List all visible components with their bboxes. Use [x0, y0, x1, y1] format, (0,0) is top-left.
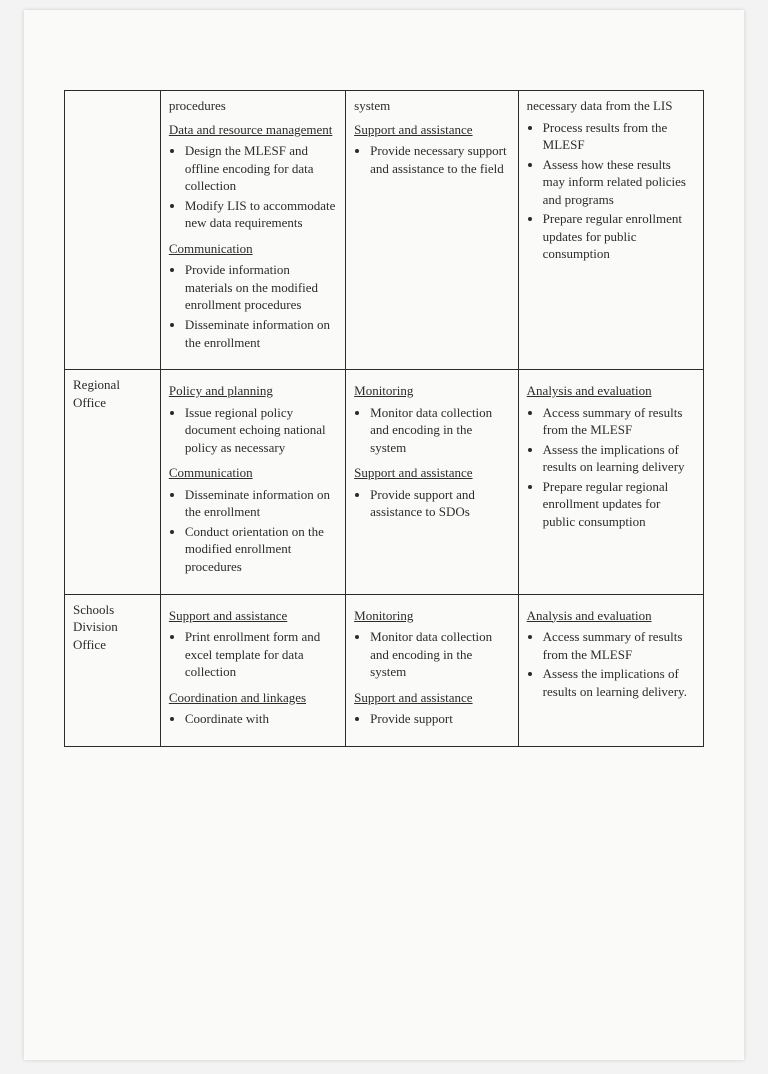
list-item: Access summary of results from the MLESF — [543, 628, 695, 663]
list-item: Conduct orientation on the modified enro… — [185, 523, 337, 576]
list-item: Print enrollment form and excel template… — [185, 628, 337, 681]
office-cell: Regional Office — [65, 370, 161, 594]
cell-col3: Analysis and evaluation Access summary of… — [518, 370, 703, 594]
r0-col1-list: Design the MLESF and offline encoding fo… — [169, 142, 337, 232]
cell-col3: necessary data from the LIS Process resul… — [518, 91, 703, 370]
table-row: procedures Data and resource management De… — [65, 91, 704, 370]
office-name: Regional Office — [73, 377, 120, 410]
r0-col3-lead-list: Process results from the MLESFAssess how… — [527, 119, 695, 263]
list-item: Provide information materials on the mod… — [185, 261, 337, 314]
list-item: Design the MLESF and offline encoding fo… — [185, 142, 337, 195]
r2-col3-heading: Analysis and evaluation — [527, 607, 695, 625]
office-cell — [65, 91, 161, 370]
r0-col3-lead: necessary data from the LIS — [527, 97, 695, 115]
list-item: Coordinate with — [185, 710, 337, 728]
r2-col2-list: Monitor data collection and encoding in … — [354, 628, 510, 681]
list-item: Issue regional policy document echoing n… — [185, 404, 337, 457]
office-name: Schools Division Office — [73, 602, 118, 652]
list-item: Modify LIS to accommodate new data requi… — [185, 197, 337, 232]
r0-col1-list: Provide information materials on the mod… — [169, 261, 337, 351]
cell-col1: Policy and planning Issue regional policy… — [160, 370, 345, 594]
r2-col2-list: Provide support — [354, 710, 510, 728]
list-item: Provide necessary support and assistance… — [370, 142, 510, 177]
cell-col2: Monitoring Monitor data collection and en… — [346, 594, 519, 746]
list-item: Process results from the MLESF — [543, 119, 695, 154]
r1-col1-list: Issue regional policy document echoing n… — [169, 404, 337, 457]
cell-col1: Support and assistance Print enrollment f… — [160, 594, 345, 746]
table-row: Regional Office Policy and planning Issue … — [65, 370, 704, 594]
r1-col1-heading: Communication — [169, 464, 337, 482]
list-item: Assess the implications of results on le… — [543, 665, 695, 700]
r1-col1-heading: Policy and planning — [169, 382, 337, 400]
r0-col2-heading: Support and assistance — [354, 121, 510, 139]
list-item: Disseminate information on the enrollmen… — [185, 486, 337, 521]
list-item: Prepare regular regional enrollment upda… — [543, 478, 695, 531]
cell-col2: system Support and assistance Provide nece… — [346, 91, 519, 370]
r1-col2-list: Provide support and assistance to SDOs — [354, 486, 510, 521]
document-page: procedures Data and resource management De… — [24, 10, 744, 1060]
r1-col3-heading: Analysis and evaluation — [527, 382, 695, 400]
r0-col2-list: Provide necessary support and assistance… — [354, 142, 510, 177]
office-cell: Schools Division Office — [65, 594, 161, 746]
list-item: Monitor data collection and encoding in … — [370, 404, 510, 457]
r0-col1-lead: procedures — [169, 97, 337, 115]
r2-col1-heading: Coordination and linkages — [169, 689, 337, 707]
cell-col2: Monitoring Monitor data collection and en… — [346, 370, 519, 594]
r0-col1-heading: Data and resource management — [169, 121, 337, 139]
roles-table: procedures Data and resource management De… — [64, 90, 704, 747]
list-item: Access summary of results from the MLESF — [543, 404, 695, 439]
cell-col1: procedures Data and resource management De… — [160, 91, 345, 370]
r2-col3-list: Access summary of results from the MLESF… — [527, 628, 695, 700]
list-item: Assess the implications of results on le… — [543, 441, 695, 476]
list-item: Provide support and assistance to SDOs — [370, 486, 510, 521]
list-item: Provide support — [370, 710, 510, 728]
list-item: Monitor data collection and encoding in … — [370, 628, 510, 681]
list-item: Disseminate information on the enrollmen… — [185, 316, 337, 351]
r1-col2-list: Monitor data collection and encoding in … — [354, 404, 510, 457]
r2-col2-heading: Monitoring — [354, 607, 510, 625]
list-item: Prepare regular enrollment updates for p… — [543, 210, 695, 263]
r1-col3-list: Access summary of results from the MLESF… — [527, 404, 695, 531]
r0-col1-heading: Communication — [169, 240, 337, 258]
r1-col1-list: Disseminate information on the enrollmen… — [169, 486, 337, 576]
r2-col1-list: Coordinate with — [169, 710, 337, 728]
list-item: Assess how these results may inform rela… — [543, 156, 695, 209]
r2-col2-heading: Support and assistance — [354, 689, 510, 707]
r1-col2-heading: Monitoring — [354, 382, 510, 400]
r2-col1-heading: Support and assistance — [169, 607, 337, 625]
r2-col1-list: Print enrollment form and excel template… — [169, 628, 337, 681]
cell-col3: Analysis and evaluation Access summary of… — [518, 594, 703, 746]
r1-col2-heading: Support and assistance — [354, 464, 510, 482]
r0-col2-lead: system — [354, 97, 510, 115]
table-row: Schools Division Office Support and assis… — [65, 594, 704, 746]
